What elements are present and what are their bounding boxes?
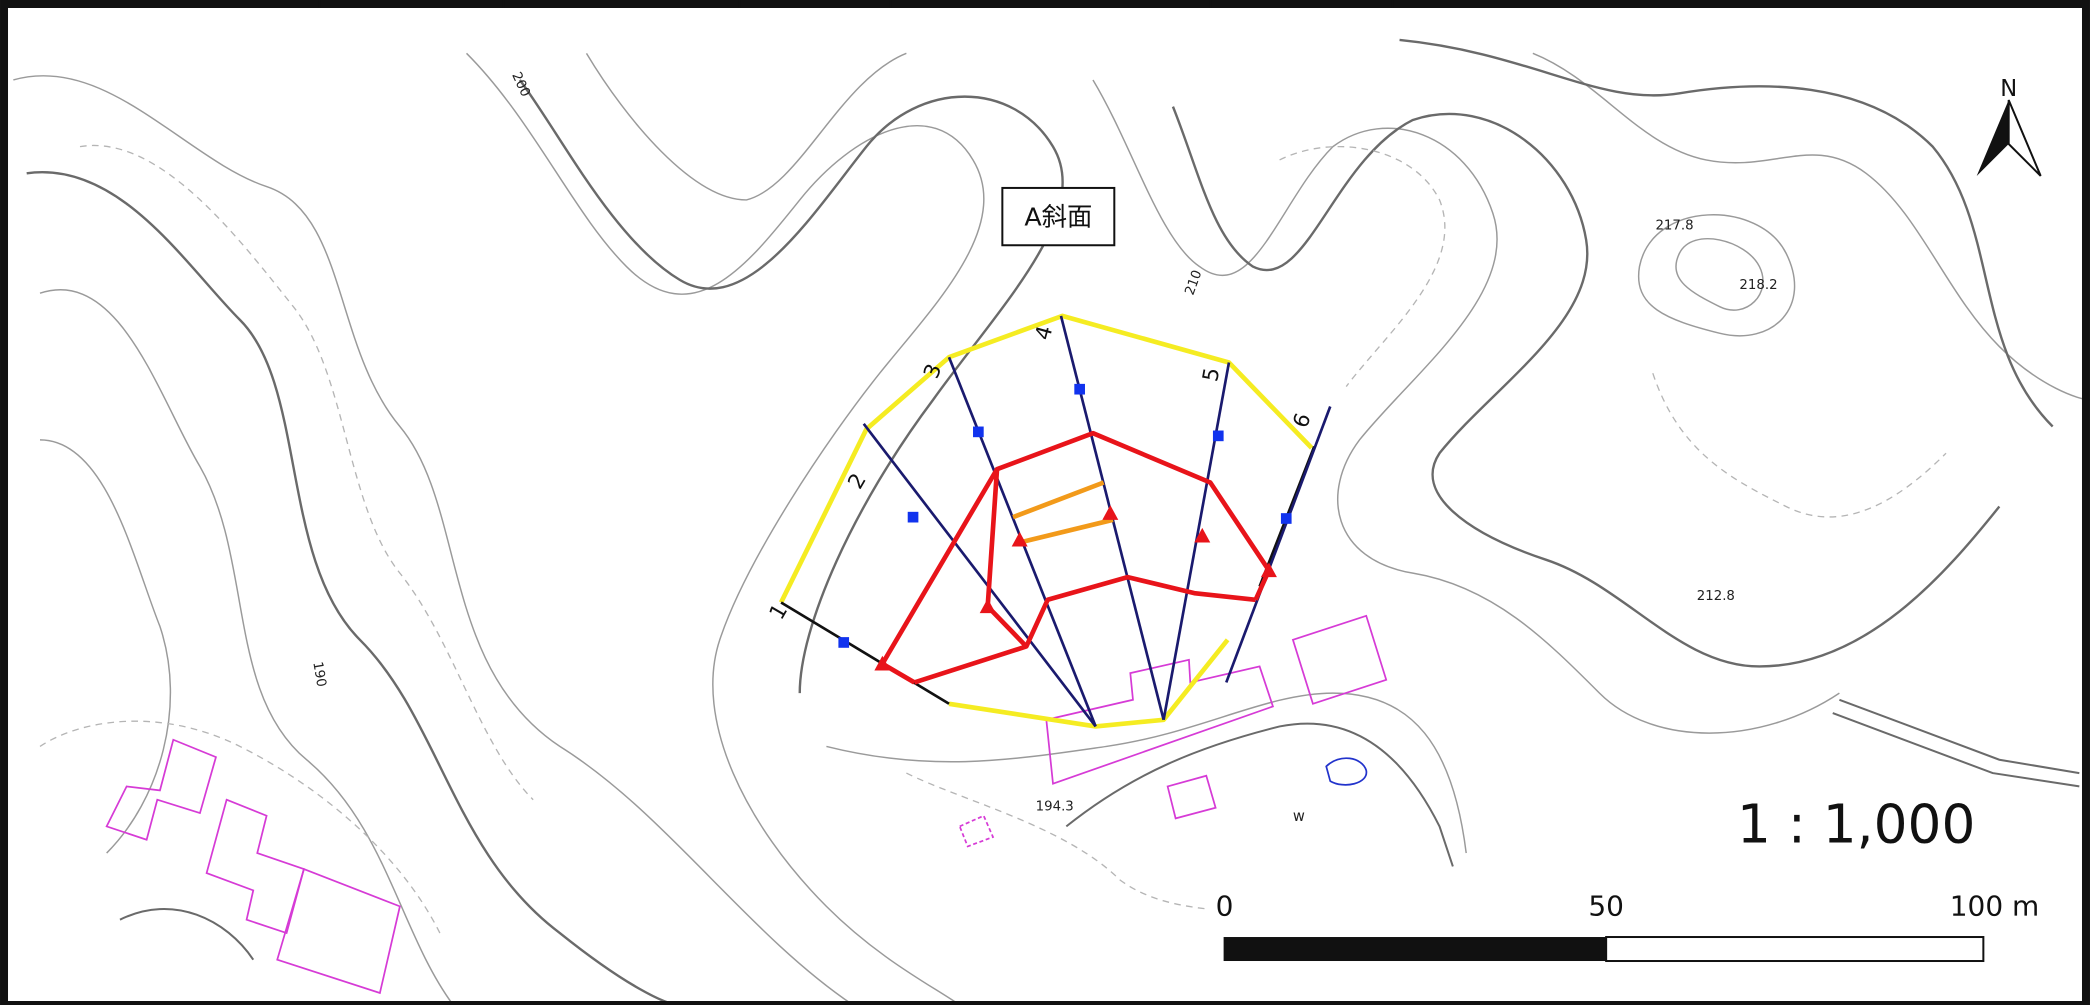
scale-tick: 0 xyxy=(1216,890,1234,923)
elevation: 194.3 xyxy=(1036,799,1074,814)
elevation: 218.2 xyxy=(1739,278,1777,293)
scale-tick: 100 m xyxy=(1950,890,2040,923)
scale-ratio: 1 : 1,000 xyxy=(1737,793,1975,855)
scale-bar: 0 50 100 m xyxy=(1206,880,2086,1005)
slope-label: A斜面 xyxy=(1024,201,1092,231)
elevation: 212.8 xyxy=(1697,589,1735,604)
map: 1 2 3 4 5 6 A斜面 217.8 218.2 212.8 194.3 … xyxy=(0,0,2090,1005)
scale-tick: 50 xyxy=(1588,890,1624,923)
well-label: w xyxy=(1293,808,1305,825)
north-label: N xyxy=(2000,76,2017,102)
elevation: 217.8 xyxy=(1655,218,1693,233)
